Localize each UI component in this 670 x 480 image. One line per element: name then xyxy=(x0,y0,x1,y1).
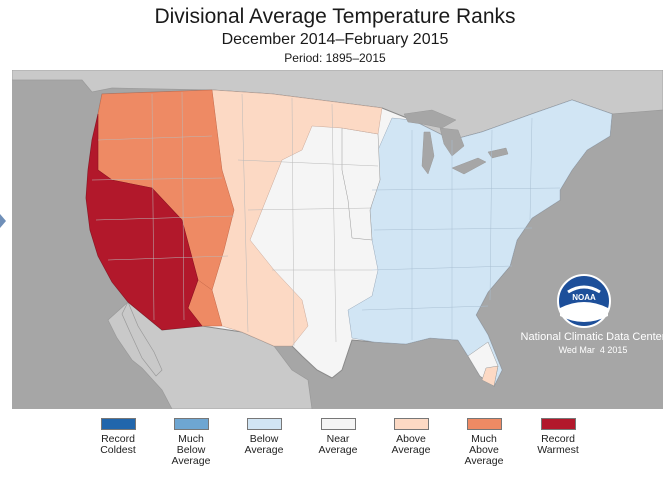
near-average-ohio-valley xyxy=(341,127,381,241)
lake-erie xyxy=(451,157,487,175)
legend-label-near: Near Average xyxy=(318,433,358,456)
record-warmest-west xyxy=(85,113,203,331)
legend-label-above: Above Average xyxy=(391,433,431,456)
legend-label-record-warmest: Record Warmest xyxy=(537,433,579,456)
legend-label-much-below: Much Below Average xyxy=(171,433,211,467)
legend-item-below: Below Average xyxy=(229,418,299,456)
legend-label-below: Below Average xyxy=(244,433,284,456)
legend-item-much-below: Much Below Average xyxy=(156,418,226,467)
legend-label-record-coldest: Record Coldest xyxy=(100,433,136,456)
us-temperature-rank-map: NOAA National Climatic Data Center Wed M… xyxy=(12,70,663,409)
legend-item-record-coldest: Record Coldest xyxy=(83,418,153,456)
noaa-logo-text: NOAA xyxy=(572,293,596,302)
title-block: Divisional Average Temperature Ranks Dec… xyxy=(0,4,670,67)
legend-swatch-below xyxy=(246,418,282,430)
side-tab-arrow-icon[interactable] xyxy=(0,214,6,228)
division-lines xyxy=(91,91,379,347)
legend-label-much-above: Much Above Average xyxy=(464,433,504,467)
above-average-florida xyxy=(481,365,499,387)
legend-swatch-record-coldest xyxy=(100,418,136,430)
legend-item-above: Above Average xyxy=(376,418,446,456)
legend-swatch-much-below xyxy=(173,418,209,430)
issue-date: Wed Mar 4 2015 xyxy=(559,345,628,355)
map-period: Period: 1895–2015 xyxy=(284,51,386,65)
legend-item-near: Near Average xyxy=(303,418,373,456)
legend-swatch-much-above xyxy=(466,418,502,430)
center-name: National Climatic Data Center xyxy=(521,331,663,343)
division-lines-east xyxy=(361,117,561,340)
baja-land xyxy=(121,301,163,377)
legend-item-much-above: Much Above Average xyxy=(449,418,519,467)
legend-swatch-near xyxy=(320,418,356,430)
legend-swatch-record-warmest xyxy=(540,418,576,430)
map-title: Divisional Average Temperature Ranks xyxy=(154,5,516,28)
legend-item-record-warmest: Record Warmest xyxy=(523,418,593,456)
noaa-logo: NOAA xyxy=(557,274,611,328)
legend-swatch-above xyxy=(393,418,429,430)
lake-michigan xyxy=(421,131,435,175)
lake-ontario xyxy=(487,147,509,159)
legend: Record Coldest Much Below Average Below … xyxy=(0,418,670,480)
below-average-east xyxy=(347,99,613,387)
map-subtitle: December 2014–February 2015 xyxy=(221,31,449,48)
